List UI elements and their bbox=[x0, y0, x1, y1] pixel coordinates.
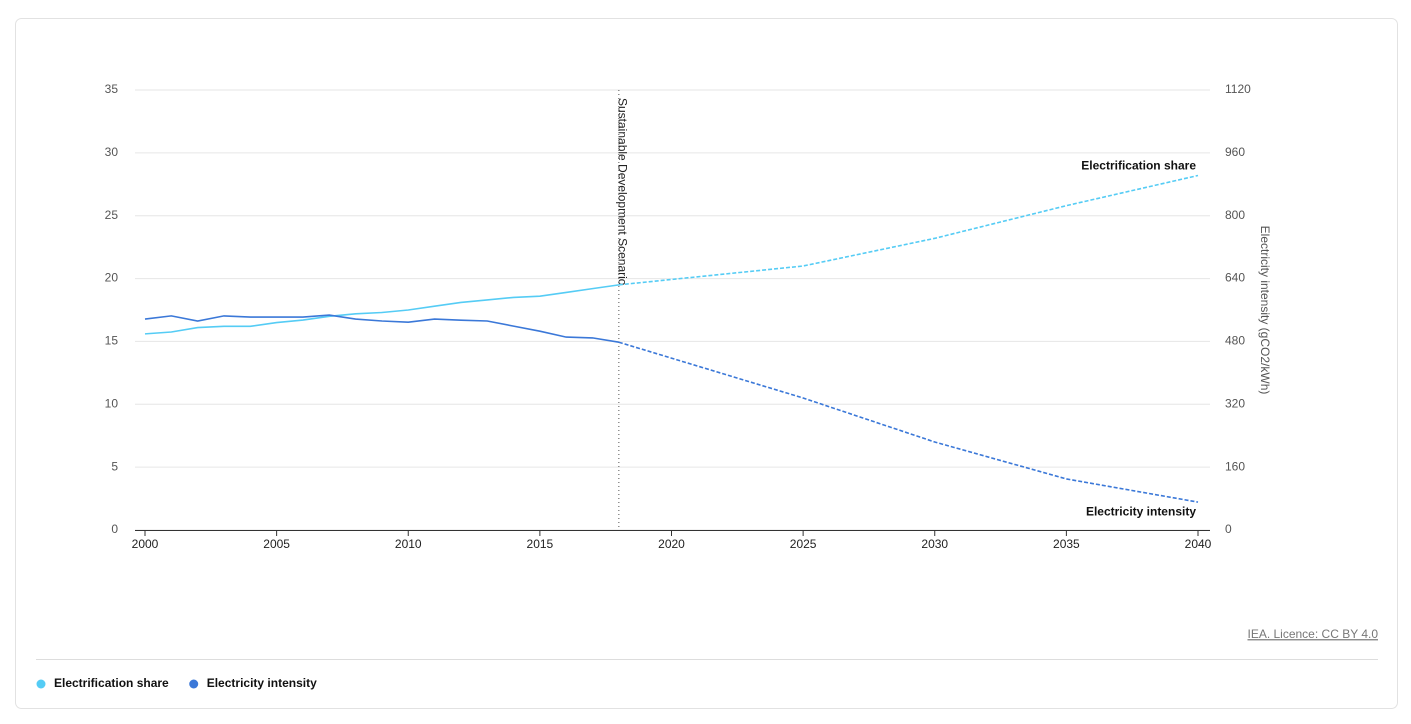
y-tick-label: 5 bbox=[111, 459, 118, 473]
y-tick-label: 10 bbox=[105, 396, 119, 410]
x-tick-label: 2010 bbox=[395, 537, 422, 551]
history-line bbox=[144, 314, 619, 344]
y-tick-label: 0 bbox=[111, 522, 118, 536]
history-line bbox=[144, 284, 619, 335]
x-tick-label: 2000 bbox=[132, 537, 159, 551]
y2-tick-label: 640 bbox=[1225, 271, 1245, 285]
legend-marker bbox=[36, 679, 46, 689]
x-tick-label: 2030 bbox=[921, 537, 948, 551]
y2-tick-label: 960 bbox=[1225, 145, 1245, 159]
x-tick-label: 2020 bbox=[658, 537, 685, 551]
y-tick-label: 30 bbox=[105, 145, 119, 159]
x-tick-label: 2040 bbox=[1185, 537, 1212, 551]
y-tick-label: 20 bbox=[105, 271, 119, 285]
legend-label[interactable]: Electricity intensity bbox=[207, 676, 317, 690]
y2-tick-label: 480 bbox=[1225, 334, 1245, 348]
x-tick-label: 2035 bbox=[1053, 537, 1080, 551]
y2-tick-label: 320 bbox=[1225, 396, 1245, 410]
projection-line bbox=[618, 341, 1199, 503]
y-tick-label: 35 bbox=[105, 82, 119, 96]
legend-marker bbox=[189, 679, 199, 689]
source[interactable]: IEA. Licence: CC BY 4.0 bbox=[1247, 627, 1378, 641]
line-end-label: Electrification share bbox=[1081, 159, 1196, 173]
legend-label[interactable]: Electrification share bbox=[54, 676, 169, 690]
projection-line bbox=[618, 174, 1199, 286]
y2-tick-label: 800 bbox=[1225, 208, 1245, 222]
y2-axis-label: Electricity intensity (gCO2/kWh) bbox=[1258, 226, 1272, 395]
y2-tick-label: 1120 bbox=[1225, 82, 1251, 96]
y-tick-label: 15 bbox=[105, 334, 119, 348]
y2-tick-label: 0 bbox=[1225, 522, 1232, 536]
card bbox=[15, 18, 1398, 709]
x-tick-label: 2005 bbox=[263, 537, 290, 551]
x-tick-label: 2025 bbox=[790, 537, 817, 551]
y2-tick-label: 160 bbox=[1225, 459, 1245, 473]
x-tick-label: 2015 bbox=[527, 537, 554, 551]
line-end-label: Electricity intensity bbox=[1086, 504, 1196, 518]
annotation: Sustainable Development Scenario bbox=[616, 98, 630, 286]
y-tick-label: 25 bbox=[105, 208, 119, 222]
